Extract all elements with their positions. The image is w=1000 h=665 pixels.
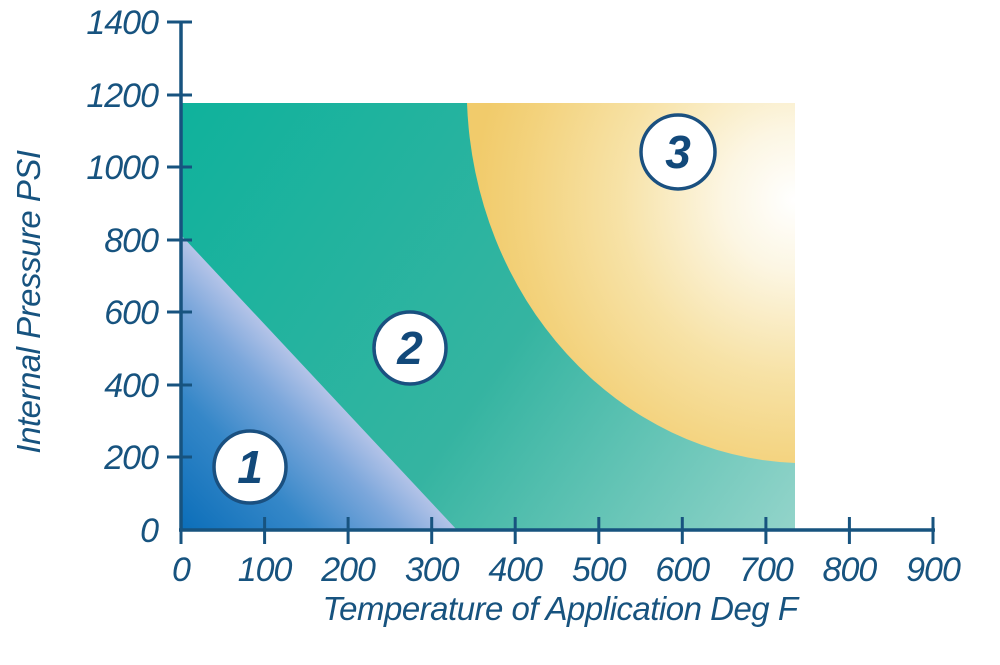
x-tick-label: 100 [238, 551, 293, 589]
zone-badges: 1 2 3 [212, 113, 717, 505]
y-axis-ticks [167, 20, 192, 459]
zone-3-badge-number: 3 [665, 126, 691, 178]
y-tick-label: 1400 [86, 4, 159, 42]
y-axis-title: Internal Pressure PSI [10, 150, 47, 453]
x-axis-tick-labels: 0 100 200 300 400 500 600 700 800 900 [172, 551, 962, 589]
x-tick-label: 0 [172, 551, 191, 589]
zone-1-badge-circle [212, 429, 288, 505]
x-tick-label: 700 [739, 551, 794, 589]
x-tick-label: 600 [655, 551, 710, 589]
x-tick-label: 800 [823, 551, 878, 589]
zone-2-badge-number: 2 [396, 322, 423, 374]
y-tick-label: 600 [104, 294, 159, 332]
zone-3-badge-circle [639, 113, 717, 191]
x-tick-label: 300 [405, 551, 460, 589]
y-tick-label: 1000 [86, 149, 159, 187]
x-tick-label: 400 [488, 551, 543, 589]
y-tick-label: 800 [104, 222, 159, 260]
axes [179, 22, 935, 532]
zone-2-badge-circle [372, 310, 448, 386]
zone-3-region [467, 103, 795, 463]
x-tick-label: 900 [906, 551, 961, 589]
y-tick-label: 400 [104, 367, 159, 405]
x-axis-ticks [179, 517, 935, 544]
y-tick-label: 200 [103, 439, 159, 477]
x-axis-title: Temperature of Application Deg F [323, 590, 800, 627]
y-tick-label: 0 [140, 512, 159, 550]
x-tick-label: 200 [320, 551, 376, 589]
y-tick-label: 1200 [86, 77, 159, 115]
zone-1-badge-number: 1 [237, 441, 263, 493]
zone-3-badge: 3 [639, 113, 717, 191]
zone-1-badge: 1 [212, 429, 288, 505]
x-tick-label: 500 [572, 551, 627, 589]
zone-2-badge: 2 [372, 310, 448, 386]
y-axis-tick-labels: 1400 1200 1000 800 600 400 200 0 [86, 4, 160, 550]
